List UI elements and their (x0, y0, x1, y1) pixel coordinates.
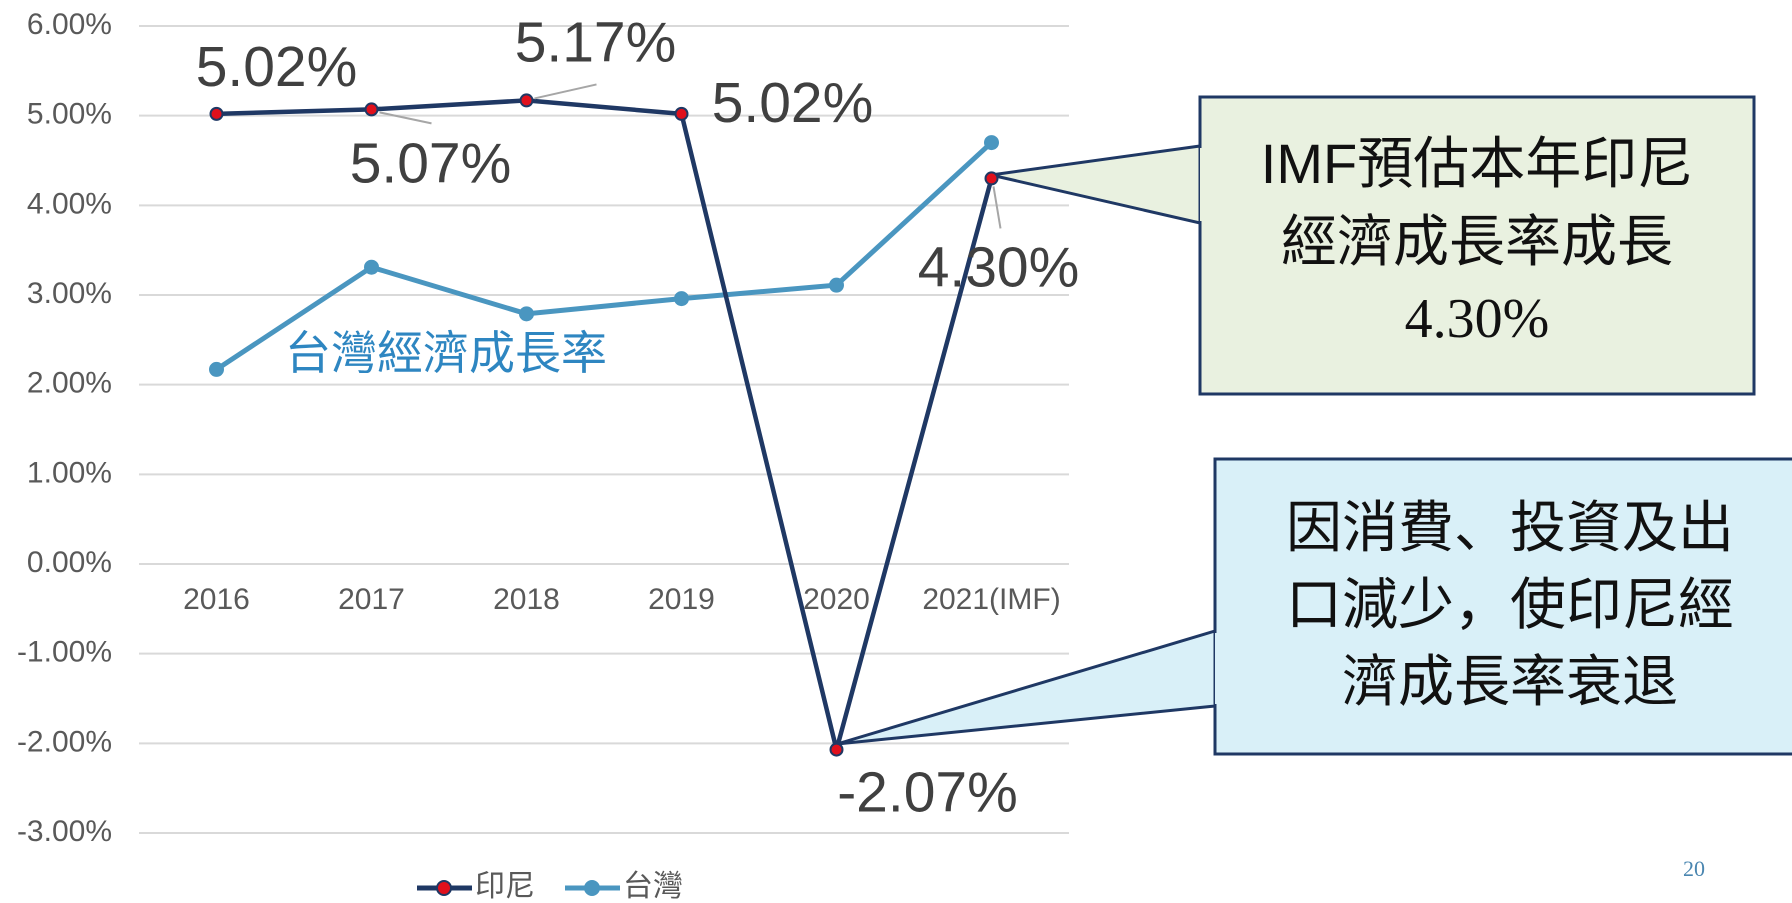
x-tick-label: 2021(IMF) (922, 583, 1060, 616)
data-label: -2.07% (837, 761, 1018, 825)
callout-join (1200, 148, 1206, 221)
y-tick-label: 4.00% (27, 187, 112, 220)
x-tick-label: 2016 (183, 583, 250, 616)
leader-line (534, 83, 597, 100)
y-tick-label: 1.00% (27, 456, 112, 489)
data-label: 5.17% (515, 10, 677, 74)
callout-join (1215, 633, 1221, 704)
leader-line (379, 111, 432, 125)
marker (364, 102, 379, 117)
y-tick-label: -1.00% (17, 636, 112, 669)
data-label: 5.07% (350, 131, 512, 195)
data-label: 5.02% (712, 71, 874, 135)
marker (829, 742, 844, 757)
marker (984, 171, 999, 186)
marker (519, 93, 534, 108)
series-line (215, 140, 994, 372)
callout-text: IMF預估本年印尼 (1261, 132, 1693, 195)
x-tick-label: 2017 (338, 583, 405, 616)
legend-marker (584, 880, 600, 896)
marker (209, 106, 224, 121)
marker (519, 306, 534, 322)
callout-box (1198, 95, 1756, 396)
callout-text: 因消費、投資及出 (1286, 496, 1734, 559)
callout-text: 口減少，使印尼經 (1286, 573, 1734, 636)
marker (364, 259, 379, 275)
annotation: 台灣經濟成長率 (285, 327, 607, 379)
series-line (216, 98, 994, 751)
callout-text: 經濟成長率成長 (1281, 210, 1673, 273)
callout-box (1213, 457, 1792, 756)
data-label: 4.30% (918, 235, 1080, 299)
marker (829, 277, 844, 293)
y-tick-label: -2.00% (17, 725, 112, 758)
legend-marker (436, 880, 452, 896)
x-tick-label: 2020 (803, 583, 870, 616)
marker (209, 361, 224, 377)
y-tick-label: 0.00% (27, 546, 112, 579)
y-tick-label: 6.00% (27, 8, 112, 41)
legend-label: 印尼 (475, 870, 535, 903)
y-tick-label: 3.00% (27, 277, 112, 310)
callout-text: 濟成長率衰退 (1342, 650, 1678, 713)
x-tick-label: 2018 (493, 583, 560, 616)
y-tick-label: 2.00% (27, 367, 112, 400)
page-number: 20 (1683, 856, 1705, 881)
legend-label: 台灣 (623, 870, 683, 903)
callout-pointer (836, 628, 1217, 746)
marker (674, 106, 689, 121)
marker (984, 135, 999, 151)
callout-text: 4.30% (1405, 288, 1550, 350)
leader-line (992, 186, 1002, 229)
callout-pointer (990, 144, 1202, 225)
x-tick-label: 2019 (648, 583, 715, 616)
y-tick-label: 5.00% (27, 98, 112, 131)
marker (674, 291, 689, 307)
data-label: 5.02% (196, 35, 358, 99)
y-tick-label: -3.00% (17, 815, 112, 848)
